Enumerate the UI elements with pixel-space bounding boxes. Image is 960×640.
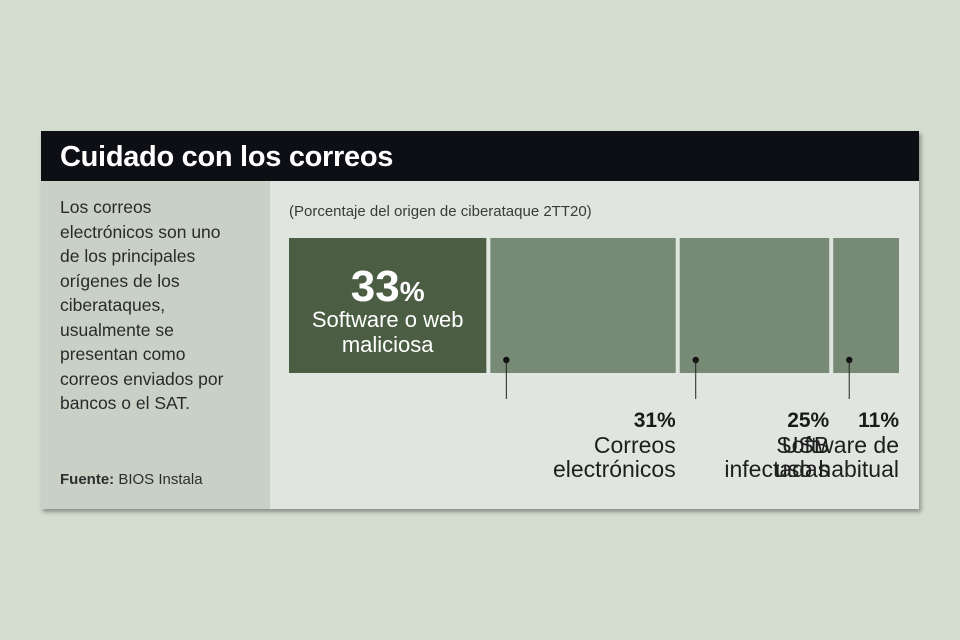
bar-1 — [490, 238, 676, 373]
description-line: bancos o el SAT. — [60, 393, 191, 413]
bar-3 — [833, 238, 899, 373]
bar-category-label: maliciosa — [342, 332, 434, 357]
sidebar: Los correos electrónicos son uno de los pr… — [41, 181, 270, 509]
infographic-card: Cuidado con los correos Los correos elect… — [41, 131, 919, 509]
bar-value-percent: % — [400, 276, 425, 307]
description-line: orígenes de los — [60, 270, 180, 291]
bar-category-label: USB — [782, 432, 829, 458]
description-line: Los correos — [60, 197, 152, 217]
bar-0 — [289, 238, 487, 373]
bar-category-label: Correos — [594, 432, 676, 458]
bar-category-label: Software de — [776, 432, 899, 458]
description-line: de los principales — [60, 246, 196, 266]
bar-category-label: uso habitual — [775, 456, 899, 482]
description-line: presentan como — [60, 344, 186, 364]
bar-category-label: infectadas — [724, 456, 829, 482]
infographic-title: Cuidado con los correos — [60, 141, 394, 173]
source-label: Fuente: — [60, 471, 115, 488]
description-line: usualmente se — [60, 319, 174, 340]
bar-value-label: 11% — [858, 409, 899, 432]
title-bar: Cuidado con los correos — [41, 131, 919, 181]
description-text: Los correos electrónicos son uno de los pr… — [60, 195, 260, 416]
bar-category-label: Software o web — [312, 307, 464, 332]
description-line: ciberataques, — [60, 295, 166, 315]
source-value: BIOS Instala — [118, 471, 203, 488]
bar-category-label: electrónicos — [553, 456, 676, 482]
bar-value-label: 31% — [634, 409, 676, 432]
description-line: correos enviados por — [60, 368, 224, 389]
bar-2 — [679, 238, 830, 373]
description-line: electrónicos son uno — [60, 221, 221, 242]
source-line: Fuente: BIOS Instala — [60, 471, 203, 488]
bar-value-label: 33% — [351, 262, 425, 311]
chart-subtitle: (Porcentaje del origen de ciberataque 2T… — [289, 203, 592, 220]
bar-value-label: 25% — [787, 409, 829, 432]
